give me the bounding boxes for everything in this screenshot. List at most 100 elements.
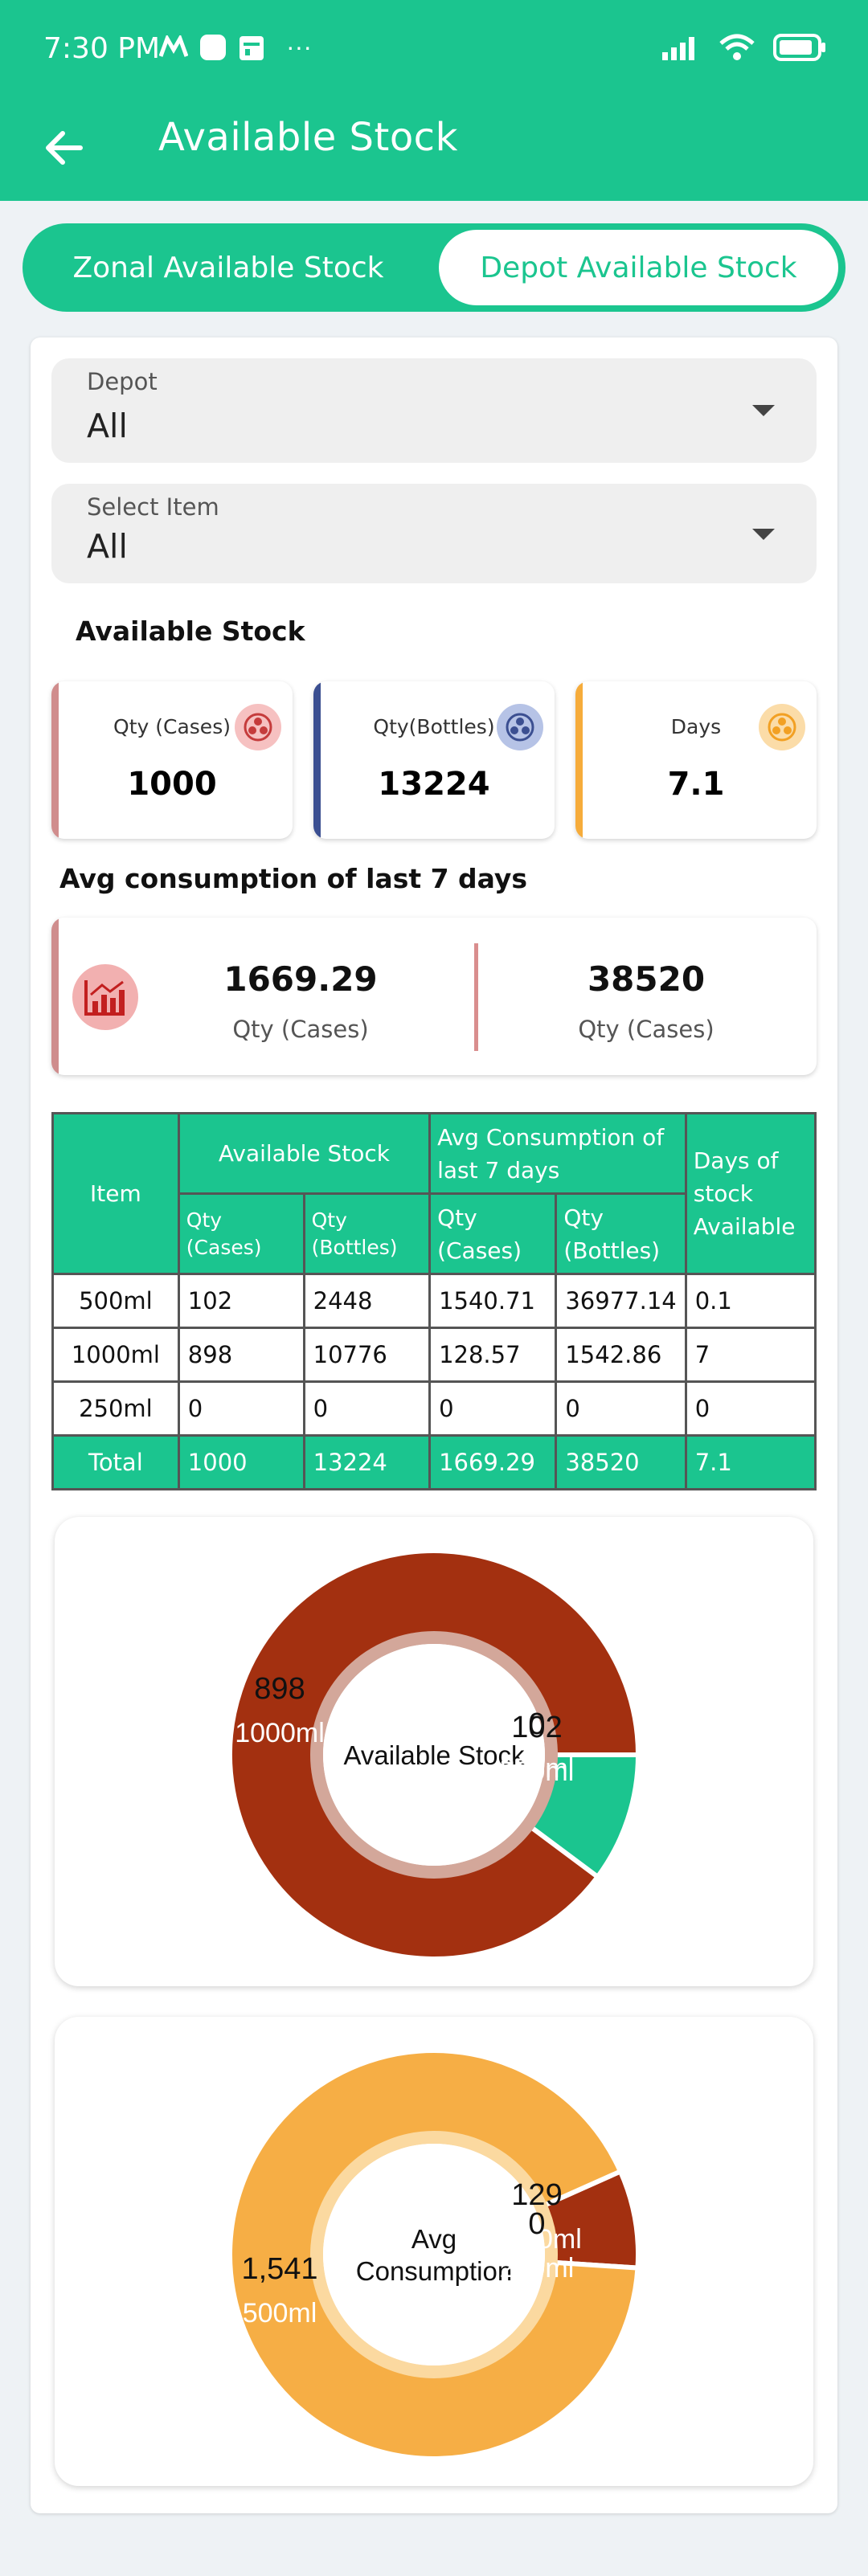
slice-category-label: 250ml	[500, 2253, 575, 2284]
avg-consumption-chart-card: Avg Consumption 1,541 500ml 129 1000ml 0 250ml	[55, 2017, 813, 2486]
available-stock-heading: Available Stock	[76, 615, 305, 647]
available-stock-donut-chart: Available Stock 898 1000ml 102 500ml 0 250ml	[227, 1548, 641, 1961]
stat-card-qty-bottles: Qty(Bottles) 13224	[313, 681, 555, 839]
table-row: 250ml 0 0 0 0 0	[51, 1380, 817, 1437]
donut-hole	[323, 2144, 545, 2365]
header-available-stock: Available Stock	[177, 1112, 432, 1195]
card-accent	[51, 681, 59, 839]
table-cell: 1000ml	[51, 1327, 180, 1383]
table-cell: 0	[684, 1380, 817, 1437]
slice-value-label: 129	[511, 2178, 562, 2212]
days-icon	[759, 704, 805, 750]
calendar-app-icon	[240, 35, 264, 60]
slice-value-label: 1,541	[241, 2252, 317, 2286]
table-cell: 898	[177, 1327, 305, 1383]
header-qty-cases: Qty (Cases)	[177, 1192, 305, 1275]
table-cell: 13224	[302, 1434, 432, 1490]
table-cell: 1000	[177, 1434, 305, 1490]
table-cell: 0	[555, 1380, 687, 1437]
stat-label: Qty (Cases)	[113, 715, 231, 738]
header-item: Item	[51, 1112, 180, 1275]
card-accent	[51, 918, 59, 1075]
mail-app-icon	[159, 35, 188, 57]
chart-growth-icon	[72, 964, 138, 1030]
table-cell: 0	[302, 1380, 432, 1437]
table-cell: 10776	[302, 1327, 432, 1383]
wifi-icon	[719, 34, 755, 60]
table-cell: 1669.29	[428, 1434, 558, 1490]
table-cell: Total	[51, 1434, 180, 1490]
depot-dropdown-value: All	[87, 407, 128, 445]
stat-label: Qty(Bottles)	[373, 715, 495, 738]
cases-icon	[235, 704, 281, 750]
stock-table: Item Available Stock Avg Consumption of …	[51, 1112, 817, 1490]
slice-category-label: 1000ml	[235, 1718, 325, 1748]
caret-down-icon	[752, 405, 775, 416]
chart-center-title: Avg	[411, 2224, 457, 2254]
avg-consumption-card: 1669.29 Qty (Cases) 38520 Qty (Cases)	[51, 918, 817, 1075]
item-dropdown-value: All	[87, 527, 128, 566]
arrow-left-icon	[46, 131, 83, 165]
avg-cases-label: Qty (Cases)	[232, 1016, 369, 1043]
bottles-icon	[497, 704, 543, 750]
chart-center-title: Available Stock	[343, 1740, 525, 1770]
card-accent	[313, 681, 321, 839]
table-cell: 0	[428, 1380, 558, 1437]
stock-type-toggle: Zonal Available Stock Depot Available St…	[23, 223, 845, 312]
status-time: 7:30 PM	[43, 32, 161, 65]
stat-card-qty-cases: Qty (Cases) 1000	[51, 681, 293, 839]
donut-inner-ring	[310, 1631, 558, 1879]
divider	[474, 943, 478, 1051]
header-qty-bottles: Qty (Bottles)	[302, 1192, 432, 1275]
table-cell: 36977.14	[555, 1273, 687, 1329]
top-bar	[0, 0, 868, 201]
table-cell: 7.1	[684, 1434, 817, 1490]
battery-icon	[773, 34, 825, 61]
stat-value: 7.1	[667, 766, 725, 803]
avg-bottles-label: Qty (Cases)	[578, 1016, 714, 1043]
system-icons	[661, 34, 826, 61]
chart-center-title: Consumption	[356, 2256, 512, 2286]
card-accent	[575, 681, 583, 839]
table-cell: 250ml	[51, 1380, 180, 1437]
header-qty-cases-avg: Qty (Cases)	[428, 1192, 558, 1275]
stat-card-days: Days 7.1	[575, 681, 817, 839]
table-cell: 0	[177, 1380, 305, 1437]
item-dropdown-label: Select Item	[87, 493, 219, 521]
table-cell: 7	[684, 1327, 817, 1383]
slice-category-label: 1000ml	[492, 2224, 582, 2255]
status-bar: 7:30 PM ···	[0, 0, 868, 100]
back-button[interactable]	[35, 120, 92, 176]
table-total-row: Total 1000 13224 1669.29 38520 7.1	[51, 1434, 817, 1490]
table-row: 1000ml 898 10776 128.57 1542.86 7	[51, 1327, 817, 1383]
app-square-icon	[200, 34, 226, 60]
tab-depot-available-stock[interactable]: Depot Available Stock	[439, 230, 838, 305]
table-cell: 38520	[555, 1434, 687, 1490]
stat-value: 13224	[378, 766, 490, 803]
more-notifications-icon: ···	[286, 32, 312, 61]
caret-down-icon	[752, 529, 775, 540]
slice-value-label: 898	[254, 1672, 305, 1706]
available-stock-chart-card: Available Stock 898 1000ml 102 500ml 0 250ml	[55, 1517, 813, 1986]
table-cell: 1540.71	[428, 1273, 558, 1329]
avg-cases-value: 1669.29	[223, 959, 378, 999]
notification-icons: ···	[159, 32, 312, 62]
signal-icon	[662, 37, 694, 60]
table-cell: 2448	[302, 1273, 432, 1329]
depot-dropdown-label: Depot	[87, 368, 158, 395]
table-cell: 102	[177, 1273, 305, 1329]
tab-zonal-available-stock[interactable]: Zonal Available Stock	[72, 251, 384, 284]
slice-category-label: 500ml	[243, 2298, 317, 2329]
avg-consumption-heading: Avg consumption of last 7 days	[59, 863, 528, 894]
donut-hole	[323, 1644, 545, 1866]
item-dropdown[interactable]: Select Item All	[51, 484, 817, 583]
table-cell: 128.57	[428, 1327, 558, 1383]
slice-category-label: 500ml	[500, 1756, 575, 1787]
page-title: Available Stock	[158, 115, 458, 160]
donut-inner-ring	[310, 2131, 558, 2378]
slice-value-label: 0	[528, 2207, 545, 2241]
app-bar: Available Stock	[0, 100, 868, 201]
avg-bottles-value: 38520	[587, 959, 706, 999]
depot-dropdown[interactable]: Depot All	[51, 358, 817, 463]
